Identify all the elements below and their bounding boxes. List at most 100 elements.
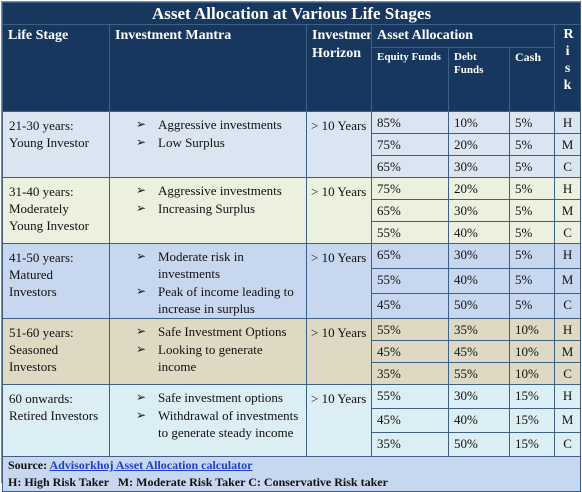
cash-value: 15% [515, 388, 539, 403]
debt-cell: 20% [448, 177, 510, 200]
debt-value: 50% [454, 297, 478, 312]
arrowhead-bullet-icon: ➢ [136, 390, 147, 404]
equity-cell: 65% [371, 199, 449, 222]
life-stage-label: 60 onwards: Retired Investors [9, 391, 99, 423]
risk-value: H [562, 388, 573, 403]
mantra-item: ➢ Low Surplus [136, 134, 300, 151]
investment-horizon-cell: > 10 Years [306, 243, 372, 319]
risk-cell: C [553, 221, 582, 244]
investment-horizon-cell: > 10 Years [306, 111, 372, 178]
header-investment-horizon: Investment Horizon [306, 24, 372, 112]
equity-value: 65% [377, 159, 401, 174]
mantra-text: Increasing Surplus [158, 201, 256, 216]
arrowhead-bullet-icon: ➢ [136, 249, 147, 263]
debt-cell: 10% [448, 111, 510, 134]
risk-cell: H [553, 177, 582, 200]
risk-value: M [561, 272, 574, 287]
equity-cell: 65% [371, 243, 449, 269]
investment-horizon-cell: > 10 Years [306, 177, 372, 244]
risk-value: M [561, 344, 574, 359]
equity-cell: 45% [371, 340, 449, 363]
equity-value: 35% [377, 366, 401, 381]
cash-value: 5% [515, 272, 533, 287]
mantra-list: ➢ Moderate risk in investments ➢ Peak of in… [111, 245, 306, 318]
investment-mantra-cell: ➢ Safe investment options ➢ Withdrawal of i… [109, 384, 307, 457]
cash-value: 10% [515, 344, 539, 359]
cash-value: 10% [515, 322, 539, 337]
mantra-list: ➢ Safe Investment Options ➢ Looking to gene… [111, 320, 306, 376]
risk-value: H [562, 322, 573, 337]
cash-cell: 15% [509, 408, 555, 433]
risk-cell: M [553, 408, 582, 433]
header-asset-allocation: Asset Allocation [371, 24, 555, 48]
cash-cell: 5% [509, 155, 555, 178]
risk-cell: C [553, 432, 582, 457]
cash-value: 5% [515, 137, 533, 152]
equity-value: 55% [377, 225, 401, 240]
mantra-text: Aggressive investments [158, 117, 282, 132]
arrowhead-bullet-icon: ➢ [136, 183, 147, 197]
equity-cell: 55% [371, 384, 449, 409]
cash-value: 5% [515, 115, 533, 130]
equity-cell: 75% [371, 133, 449, 156]
risk-cell: H [553, 243, 582, 269]
cash-value: 5% [515, 247, 533, 262]
source-link[interactable]: Advisorkhoj Asset Allocation calculator [49, 458, 253, 472]
mantra-list: ➢ Aggressive investments ➢ Increasing Surpl… [111, 179, 306, 218]
equity-cell: 85% [371, 111, 449, 134]
arrowhead-bullet-icon: ➢ [136, 135, 147, 149]
cash-cell: 10% [509, 362, 555, 385]
equity-value: 65% [377, 247, 401, 262]
equity-value: 75% [377, 137, 401, 152]
mantra-text: Low Surplus [158, 135, 225, 150]
mantra-text: Peak of income leading to increase in su… [158, 284, 294, 316]
mantra-item: ➢ Withdrawal of investments to generate s… [136, 407, 300, 441]
debt-value: 30% [454, 247, 478, 262]
equity-cell: 55% [371, 318, 449, 341]
cash-value: 5% [515, 159, 533, 174]
debt-cell: 40% [448, 408, 510, 433]
debt-cell: 55% [448, 362, 510, 385]
debt-value: 10% [454, 115, 478, 130]
life-stage-cell: 31-40 years: Moderately Young Investor [2, 177, 110, 244]
risk-cell: C [553, 155, 582, 178]
cash-value: 5% [515, 203, 533, 218]
debt-cell: 40% [448, 221, 510, 244]
debt-value: 45% [454, 344, 478, 359]
cash-value: 10% [515, 366, 539, 381]
equity-value: 45% [377, 297, 401, 312]
debt-cell: 35% [448, 318, 510, 341]
equity-cell: 55% [371, 221, 449, 244]
arrowhead-bullet-icon: ➢ [136, 201, 147, 215]
arrowhead-bullet-icon: ➢ [136, 117, 147, 131]
investment-mantra-cell: ➢ Moderate risk in investments ➢ Peak of in… [109, 243, 307, 319]
mantra-text: Safe Investment Options [158, 324, 287, 339]
risk-value: C [563, 159, 572, 174]
risk-value: C [563, 297, 572, 312]
cash-value: 15% [515, 436, 539, 451]
cash-cell: 5% [509, 243, 555, 269]
mantra-item: ➢ Safe investment options [136, 389, 300, 406]
debt-cell: 50% [448, 432, 510, 457]
debt-cell: 30% [448, 155, 510, 178]
debt-cell: 20% [448, 133, 510, 156]
mantra-item: ➢ Safe Investment Options [136, 323, 300, 340]
equity-value: 75% [377, 181, 401, 196]
table-title: Asset Allocation at Various Life Stages [1, 2, 582, 25]
mantra-text: Looking to generate income [158, 342, 263, 374]
debt-value: 30% [454, 159, 478, 174]
equity-cell: 65% [371, 155, 449, 178]
mantra-text: Moderate risk in investments [158, 249, 244, 281]
mantra-item: ➢ Aggressive investments [136, 182, 300, 199]
risk-cell: C [553, 362, 582, 385]
mantra-item: ➢ Increasing Surplus [136, 200, 300, 217]
horizon-value: > 10 Years [311, 118, 367, 133]
equity-cell: 45% [371, 293, 449, 319]
risk-value: C [563, 225, 572, 240]
arrowhead-bullet-icon: ➢ [136, 284, 147, 298]
equity-value: 45% [377, 412, 401, 427]
debt-value: 35% [454, 322, 478, 337]
equity-value: 85% [377, 115, 401, 130]
debt-value: 40% [454, 412, 478, 427]
